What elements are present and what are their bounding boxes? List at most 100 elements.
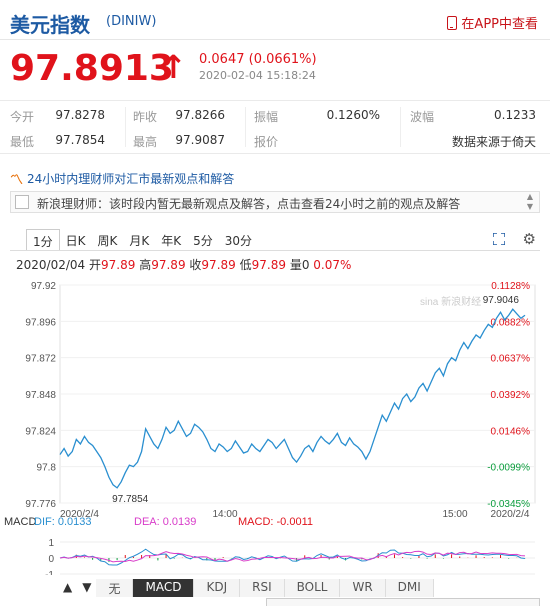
wave-label: 波幅: [410, 110, 435, 124]
amplitude-label: 振幅: [254, 110, 279, 124]
period-tabs: 1分 日K 周K 月K 年K 5分 30分: [26, 229, 258, 251]
wave-value: 0.1233: [494, 108, 536, 122]
pct-change: 0.07%: [313, 258, 352, 272]
high-label: 高: [139, 258, 152, 272]
price-change: 0.0647 (0.0661%): [199, 52, 317, 67]
divider: [400, 107, 401, 147]
volume-label: 量: [289, 258, 302, 272]
open-in-app-link[interactable]: 在APP中查看: [447, 13, 538, 32]
low-annotation: 97.7854: [112, 494, 149, 505]
current-price: 97.8913: [10, 48, 174, 89]
y-tick-label: 97.872: [25, 354, 56, 365]
page-title: 美元指数: [10, 13, 90, 37]
open-in-app-label: 在APP中查看: [461, 17, 538, 32]
stats-row: 最低 97.7854 最高 97.9087 报价 数据来源于倚天: [0, 129, 550, 155]
x-tick-label: 2020/2/4: [491, 509, 530, 520]
y-tick-label: 97.848: [25, 390, 56, 401]
x-tick-label: 14:00: [212, 509, 237, 520]
low-label: 最低: [10, 135, 35, 149]
y-tick-label-pct: 0.0882%: [491, 317, 531, 328]
watermark: sina 新浪财经: [420, 295, 481, 308]
macd-dif-line: [59, 548, 526, 566]
close-label: 收: [189, 258, 202, 272]
open-value: 97.89: [101, 258, 136, 272]
up-arrow-icon: ↑: [160, 48, 187, 86]
ohlc-date: 2020/02/04: [16, 258, 86, 272]
macd-value-label: MACD: -0.0011: [238, 516, 313, 528]
indicator-tab[interactable]: BOLL: [284, 579, 341, 597]
x-tick-label: 2020/2/4: [60, 509, 99, 520]
tab-period[interactable]: 日K: [65, 234, 86, 248]
ohlc-readout: 2020/02/04 开97.89 高97.89 收97.89 低97.89 量…: [16, 256, 351, 273]
indicator-tab[interactable]: 无: [96, 579, 134, 597]
tab-period[interactable]: 周K: [97, 234, 118, 248]
stats-panel: 今开 97.8278 昨收 97.8266 振幅 0.1260% 波幅 0.12…: [0, 100, 550, 154]
news-text: 新浪理财师：该时段内暂无最新观点及解答，点击查看24小时之前的观点及解答: [37, 197, 461, 211]
tab-period[interactable]: 1分: [26, 229, 60, 251]
y-tick-label: 97.824: [25, 426, 56, 437]
indicator-tab[interactable]: KDJ: [194, 579, 241, 597]
header: 美元指数 (DINIW) 在APP中查看: [0, 0, 550, 40]
high-value: 97.89: [151, 258, 186, 272]
avatar: [15, 195, 29, 209]
news-heading: 24小时内理财师对汇市最新观点和解答: [27, 171, 235, 186]
tab-period[interactable]: 月K: [129, 234, 150, 248]
tab-period[interactable]: 年K: [161, 234, 182, 248]
high-value: 97.9087: [175, 133, 225, 147]
y-tick-label-pct: 0.0637%: [491, 354, 531, 365]
y-tick-label: 97.776: [25, 499, 56, 510]
low-value: 97.7854: [55, 133, 105, 147]
indicator-tab[interactable]: MACD: [133, 579, 195, 597]
symbol-code: (DINIW): [106, 14, 157, 29]
x-tick-label: 15:00: [442, 509, 467, 520]
y-tick-label: 97.896: [25, 317, 56, 328]
y-tick-label-pct: 0.1128%: [491, 281, 530, 292]
indicator-tab[interactable]: WR: [340, 579, 386, 597]
gear-icon[interactable]: ⚙: [522, 230, 536, 248]
open-label: 开: [89, 258, 102, 272]
range-scrollbar[interactable]: [266, 598, 540, 606]
stats-row: 今开 97.8278 昨收 97.8266 振幅 0.1260% 波幅 0.12…: [0, 104, 550, 130]
zoom-in-button[interactable]: ▲: [58, 579, 78, 597]
macd-dif-label: DIF: 0.0133: [34, 516, 91, 528]
zoom-out-button[interactable]: ▼: [77, 579, 97, 597]
advisor-icon: 〽: [10, 172, 24, 188]
amplitude-value: 0.1260%: [326, 108, 380, 122]
open-value: 97.8278: [55, 108, 105, 122]
y-tick-label-pct: -0.0099%: [487, 463, 530, 474]
y-tick-label-pct: -0.0345%: [487, 499, 530, 510]
expand-icon[interactable]: [493, 233, 505, 245]
macd-y-tick: 1: [48, 538, 54, 549]
divider: [10, 250, 540, 251]
prev-close-label: 昨收: [133, 110, 158, 124]
macd-y-tick: 0: [48, 554, 54, 565]
price-series-line: [59, 308, 526, 489]
macd-y-tick: -1: [45, 570, 54, 575]
low-value: 97.89: [251, 258, 286, 272]
y-tick-label: 97.8: [37, 463, 57, 474]
tab-period[interactable]: 5分: [193, 234, 213, 248]
quote-timestamp: 2020-02-04 15:18:24: [199, 69, 316, 82]
tab-period[interactable]: 30分: [224, 234, 253, 248]
open-label: 今开: [10, 110, 35, 124]
indicator-tab[interactable]: RSI: [240, 579, 285, 597]
y-tick-label-pct: 0.0392%: [491, 390, 531, 401]
low-label: 低: [239, 258, 252, 272]
news-ticker[interactable]: 新浪理财师：该时段内暂无最新观点及解答，点击查看24小时之前的观点及解答 ▲ ▼: [10, 191, 540, 213]
report-label: 报价: [254, 135, 279, 149]
macd-dea-label: DEA: 0.0139: [134, 516, 196, 528]
news-heading-link[interactable]: 〽 24小时内理财师对汇市最新观点和解答: [10, 168, 540, 188]
macd-title: MACD: [4, 516, 36, 528]
high-label: 最高: [133, 135, 158, 149]
y-tick-label: 97.92: [31, 281, 56, 292]
y-tick-label-pct: 0.0146%: [491, 426, 531, 437]
phone-icon: [447, 15, 458, 30]
close-value: 97.89: [201, 258, 236, 272]
prev-close-value: 97.8266: [175, 108, 225, 122]
scroll-arrows-icon[interactable]: ▲ ▼: [526, 192, 533, 211]
divider: [125, 107, 126, 147]
macd-dea-line: [59, 550, 526, 563]
indicator-tab[interactable]: DMI: [385, 579, 434, 597]
indicator-toolbar: ▲ ▼ 无 MACD KDJ RSI BOLL WR DMI: [58, 579, 434, 597]
price-chart[interactable]: 97.92 0.1128% 97.896 0.0882% 97.872 0.0637% 97…: [0, 275, 550, 575]
